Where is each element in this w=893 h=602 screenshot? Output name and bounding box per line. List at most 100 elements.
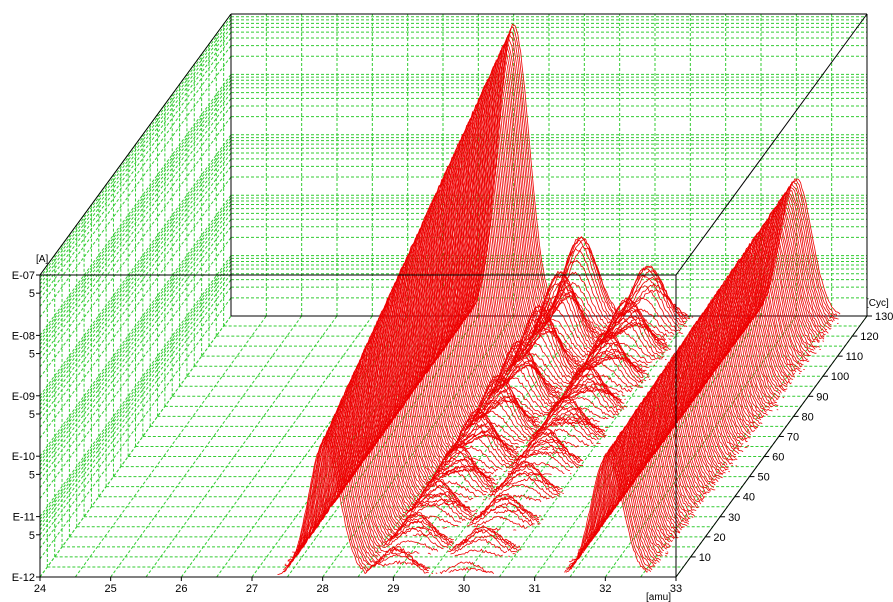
cycle-trace: [728, 471, 730, 473]
cycle-trace: [416, 134, 644, 384]
x-tick-label: 28: [317, 583, 329, 595]
cycle-trace: [443, 76, 669, 348]
cycle-trace: [435, 572, 438, 574]
cycle-trace: [489, 474, 492, 477]
cycle-trace: [492, 484, 550, 500]
cycle-trace: [537, 523, 541, 525]
cycle-trace: [565, 454, 648, 573]
cycle-trace: [375, 228, 597, 442]
cycle-trace: [297, 396, 453, 547]
axes-frame-back: [39, 13, 868, 317]
side-grid-line: [39, 137, 232, 399]
cycle-trace: [403, 159, 566, 400]
cycle-trace: [662, 306, 751, 437]
cycle-trace: [454, 548, 503, 557]
cycle-trace: [718, 227, 810, 362]
side-grid-line: [39, 55, 232, 318]
y-tick-label: E-12: [12, 572, 35, 584]
cycle-trace: [405, 153, 561, 397]
cycle-trace: [437, 90, 664, 359]
cycle-trace: [434, 94, 587, 359]
cycle-trace: [337, 304, 494, 491]
cycle-trace: [634, 352, 723, 479]
z-tick-label: 120: [860, 331, 878, 343]
cycle-trace: [746, 180, 839, 320]
axes-frame-front: [39, 274, 868, 578]
cycle-trace: [343, 291, 496, 482]
side-grid-line: [39, 237, 232, 499]
x-tick-label: 30: [458, 583, 470, 595]
cycle-trace: [731, 211, 820, 348]
x-tick-label: 25: [105, 583, 117, 595]
cycle-trace: [660, 312, 748, 443]
cycle-trace: [306, 386, 454, 541]
cycle-trace: [606, 322, 666, 340]
cycle-trace: [448, 566, 487, 573]
cycle-trace: [744, 446, 748, 449]
y-tick-label: E-11: [13, 512, 35, 524]
cycle-trace: [709, 238, 802, 372]
cycle-trace: [492, 527, 501, 531]
frame-edge: [39, 13, 232, 276]
cycle-trace: [509, 439, 574, 469]
cycle-trace: [626, 366, 711, 492]
x-axis-unit: [amu]: [646, 592, 671, 602]
cycle-trace: [466, 23, 688, 316]
y-tick-label: 5: [29, 288, 35, 300]
cycle-trace: [331, 325, 424, 503]
cycle-trace: [313, 370, 402, 531]
cycle-trace: [528, 416, 594, 445]
cycle-trace: [515, 445, 521, 449]
cycle-trace: [424, 118, 645, 374]
cycle-trace: [696, 263, 781, 395]
side-grid-line: [39, 87, 232, 350]
side-grid-line: [39, 297, 232, 560]
y-tick-label: 5: [29, 469, 35, 481]
cycle-trace: [473, 515, 528, 529]
side-grid-line: [39, 31, 232, 294]
z-tick-label: 80: [802, 411, 814, 423]
cycle-trace: [606, 391, 695, 517]
cycle-trace: [653, 323, 744, 453]
cycle-trace: [680, 284, 769, 416]
cycle-trace: [328, 332, 418, 507]
cycle-trace: [668, 301, 756, 432]
cycle-trace: [456, 45, 682, 330]
side-grid-line: [39, 166, 232, 428]
cycle-trace: [646, 376, 650, 378]
cycle-trace: [649, 327, 736, 457]
cycle-trace: [277, 440, 429, 575]
cycle-trace: [665, 554, 667, 557]
cycle-trace: [621, 371, 707, 496]
axis-labels: 24 25 26 27 28 29 30 31 32 33 E-12 5 E-11 5 E-10 5 E-09 5…: [12, 270, 893, 595]
cycle-trace: [387, 195, 538, 423]
z-tick-label: 130: [875, 311, 893, 323]
cycle-trace: [747, 186, 834, 324]
cycle-trace: [588, 317, 663, 360]
cycle-trace: [583, 426, 670, 549]
cycle-trace: [290, 414, 379, 559]
cycle-trace: [450, 57, 675, 336]
cycle-trace: [665, 552, 669, 555]
cycle-trace: [628, 356, 719, 483]
cycle-trace: [380, 560, 420, 567]
cycle-trace: [402, 166, 625, 404]
cycle-trace: [443, 78, 672, 350]
cycle-trace: [681, 280, 773, 412]
cycle-trace: [646, 336, 733, 465]
cycle-trace: [320, 347, 475, 517]
cycle-trace: [334, 315, 487, 497]
cycle-trace: [287, 432, 370, 567]
cycle-trace: [294, 408, 382, 555]
cycle-trace: [627, 361, 715, 488]
cycle-trace: [542, 448, 549, 451]
cycle-trace: [691, 516, 694, 518]
grid-layer: [39, 13, 868, 578]
cycle-trace: [456, 44, 688, 328]
side-grid-line: [39, 226, 232, 489]
y-tick-label: E-10: [12, 451, 35, 463]
cycle-trace: [477, 528, 483, 531]
cycle-trace: [671, 292, 763, 425]
cycle-trace: [405, 534, 408, 537]
cycle-trace: [322, 345, 472, 515]
